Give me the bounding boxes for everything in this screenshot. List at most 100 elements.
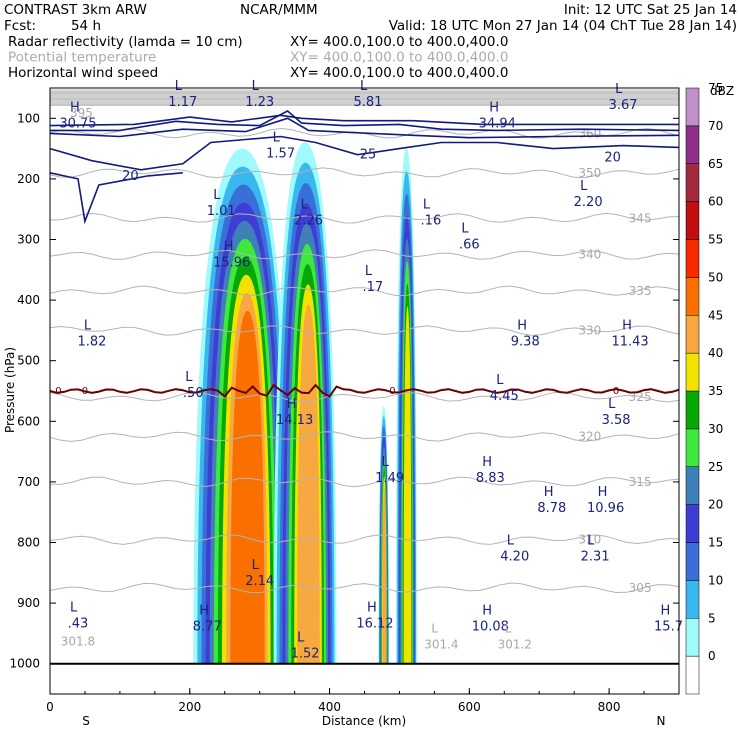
colorbar-label: 10 bbox=[708, 573, 723, 587]
extremum-value: 2.20 bbox=[574, 195, 603, 210]
extremum-value: 2.31 bbox=[581, 550, 610, 565]
y-tick-label: 700 bbox=[17, 475, 40, 489]
valid-time: Valid: 18 UTC Mon 27 Jan 14 (04 ChT Tue … bbox=[389, 18, 737, 34]
extremum-marker: L bbox=[297, 631, 305, 646]
x-axis-label: Distance (km) bbox=[322, 714, 406, 728]
extremum-value: 16.12 bbox=[356, 616, 393, 631]
extremum-value: 15.7 bbox=[654, 619, 683, 634]
north-label: N bbox=[657, 714, 666, 728]
extremum-marker: H bbox=[622, 318, 632, 333]
theta-contour-line bbox=[49, 212, 680, 224]
extremum-value: 34.94 bbox=[479, 116, 516, 131]
x-tick-label: 600 bbox=[458, 700, 481, 714]
colorbar-swatch bbox=[685, 618, 700, 657]
theta-contour-label: 345 bbox=[629, 211, 652, 225]
colorbar-swatch bbox=[685, 277, 700, 316]
extremum-marker: H bbox=[661, 603, 671, 618]
field-list: Radar reflectivity (lamda = 10 cm) XY= 40… bbox=[8, 34, 508, 81]
extremum-marker: L bbox=[301, 197, 309, 212]
colorbar-swatch bbox=[685, 315, 700, 354]
y-tick-label: 800 bbox=[17, 536, 40, 550]
wind-contour-label: 20 bbox=[604, 151, 621, 166]
theta-extremum-value: 301.8 bbox=[61, 634, 95, 648]
theta-contour-label: 350 bbox=[578, 166, 601, 180]
extremum-marker: L bbox=[213, 188, 221, 203]
theta-extremum-marker: L bbox=[431, 621, 438, 635]
extremum-value: 8.78 bbox=[537, 501, 566, 516]
y-axis-label: Pressure (hPa) bbox=[3, 347, 17, 433]
freezing-level-label: 0 bbox=[55, 386, 61, 397]
extremum-marker: H bbox=[287, 397, 297, 412]
reflectivity-band bbox=[230, 310, 265, 664]
extremum-value: 1.52 bbox=[291, 647, 320, 662]
field-xy: XY= 400.0,100.0 to 400.0,400.0 bbox=[290, 34, 508, 50]
reflectivity-band bbox=[403, 306, 412, 664]
colorbar-swatch bbox=[685, 542, 700, 581]
freezing-level-label: 0 bbox=[82, 386, 88, 397]
colorbar-label: 60 bbox=[708, 195, 723, 209]
field-xy: XY= 400.0,100.0 to 400.0,400.0 bbox=[290, 65, 508, 81]
colorbar-label: 20 bbox=[708, 498, 723, 512]
theta-extremum-value: 395 bbox=[70, 106, 93, 120]
theta-contour-line bbox=[49, 167, 680, 179]
y-tick-label: 900 bbox=[17, 596, 40, 610]
extremum-value: .17 bbox=[363, 280, 384, 295]
colorbar-label: 0 bbox=[708, 649, 716, 663]
extremum-value: 10.08 bbox=[472, 619, 509, 634]
wind-contour-label: 20 bbox=[122, 169, 139, 184]
colorbar-swatch bbox=[685, 201, 700, 240]
extremum-value: 1.01 bbox=[207, 204, 236, 219]
extremum-value: 2.14 bbox=[245, 574, 274, 589]
colorbar-label: 70 bbox=[708, 119, 723, 133]
south-label: S bbox=[82, 714, 90, 728]
colorbar-label: 35 bbox=[708, 384, 723, 398]
extremum-marker: H bbox=[544, 485, 554, 500]
theta-contour-line bbox=[49, 285, 680, 297]
extremum-value: 4.45 bbox=[490, 389, 519, 404]
extremum-marker: H bbox=[517, 318, 527, 333]
extremum-marker: L bbox=[185, 370, 193, 385]
extremum-marker: L bbox=[423, 197, 431, 212]
extremum-marker: H bbox=[224, 240, 234, 255]
colorbar-label: 40 bbox=[708, 346, 723, 360]
extremum-marker: H bbox=[367, 600, 377, 615]
reflectivity-band bbox=[382, 486, 387, 664]
x-tick-label: 0 bbox=[46, 700, 54, 714]
field-name: Horizontal wind speed bbox=[8, 65, 158, 81]
colorbar-label: 65 bbox=[708, 157, 723, 171]
extremum-marker: L bbox=[580, 179, 588, 194]
extremum-value: 3.67 bbox=[609, 98, 638, 113]
wind-contour-line bbox=[49, 172, 183, 225]
colorbar-swatch bbox=[685, 580, 700, 619]
x-tick-label: 400 bbox=[318, 700, 341, 714]
field-name: Radar reflectivity (lamda = 10 cm) bbox=[8, 34, 243, 50]
extremum-marker: H bbox=[482, 455, 492, 470]
colorbar-label: 5 bbox=[708, 611, 716, 625]
extremum-marker: L bbox=[252, 79, 260, 94]
extremum-value: 30.75 bbox=[59, 116, 96, 131]
field-name: Potential temperature bbox=[8, 50, 156, 66]
extremum-marker: L bbox=[382, 455, 390, 470]
theta-contour-line bbox=[49, 582, 680, 594]
wind-contour-line bbox=[49, 117, 680, 139]
colorbar-swatch bbox=[685, 163, 700, 202]
extremum-value: 14.13 bbox=[276, 413, 313, 428]
y-tick-label: 200 bbox=[17, 172, 40, 186]
extremum-value: 9.38 bbox=[511, 334, 540, 349]
colorbar: 0 5 10 15 20 25 30 35 40 45 50 55 60 65 70 75 bbox=[685, 81, 723, 695]
extremum-value: 4.20 bbox=[500, 550, 529, 565]
colorbar-swatch bbox=[685, 352, 700, 392]
theta-contour-label: 335 bbox=[629, 284, 652, 298]
extremum-value: 1.23 bbox=[245, 95, 274, 110]
extremum-marker: H bbox=[70, 100, 80, 115]
colorbar-label: 45 bbox=[708, 308, 723, 322]
theta-contour-line bbox=[49, 325, 680, 336]
colorbar-swatch bbox=[685, 655, 700, 695]
fcst-label: Fcst: bbox=[4, 18, 36, 34]
colorbar-swatch bbox=[685, 125, 700, 164]
extremum-value: 1.17 bbox=[168, 95, 197, 110]
theta-contour-line bbox=[49, 391, 680, 403]
